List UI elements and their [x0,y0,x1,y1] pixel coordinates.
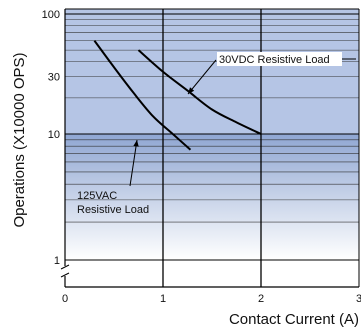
annotation-30vdc: 30VDC Resistive Load [217,52,342,66]
x-tick-label: 0 [62,293,68,305]
y-tick-label: 10 [48,129,60,141]
plot-background-bands [65,9,359,287]
y-axis-title: Operations (X10000 OPS) [11,52,28,227]
grid-lines [65,9,359,287]
y-tick-label: 1 [54,255,60,267]
x-axis-title: Contact Current (A) [229,311,359,328]
annotation-125vac: 125VAC Resistive Load [77,190,149,216]
annotation-125vac-label-line2: Resistive Load [77,204,149,216]
series-line-1 [93,40,192,151]
band-bottom [65,260,359,287]
annotation-125vac-label-line1: 125VAC [77,190,117,202]
x-tick-label: 3 [356,293,361,305]
y-tick-label: 100 [42,9,60,21]
axes [60,8,360,288]
leader-125vac [129,139,138,187]
series-lines [93,40,262,151]
leader-125vac-arrowhead [133,140,139,147]
annotation-leaders [129,58,356,187]
axis-break-mark [60,264,70,278]
leader-30vdc [187,59,217,95]
leader-30vdc-arrowhead [188,87,195,94]
y-tick-label: 30 [48,72,60,84]
band-upper [65,9,359,134]
annotation-30vdc-label: 30VDC Resistive Load [219,54,330,66]
series-line-0 [137,49,262,135]
band-lower [65,134,359,260]
x-tick-label: 1 [160,293,166,305]
x-tick-label: 2 [258,293,264,305]
